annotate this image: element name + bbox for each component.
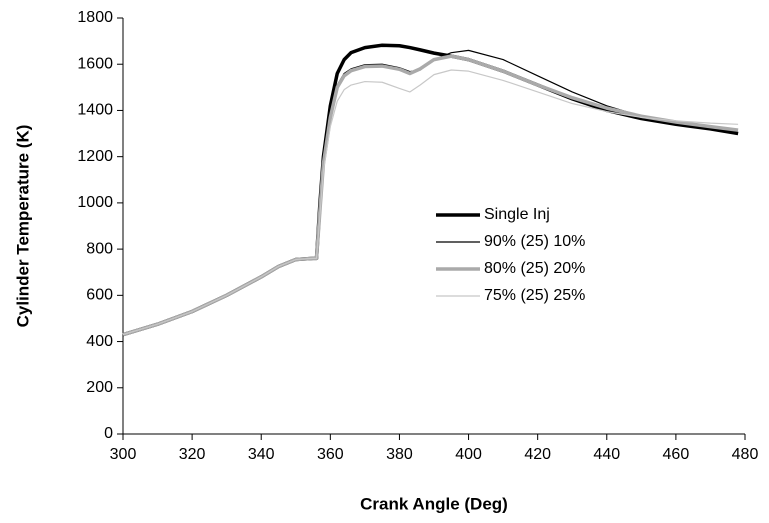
y-tick-label: 800 (86, 240, 113, 257)
y-axis-title: Cylinder Temperature (K) (13, 125, 32, 328)
x-tick-label: 300 (110, 446, 137, 463)
x-tick-label: 380 (386, 446, 413, 463)
x-tick-label: 440 (593, 446, 620, 463)
legend-label: 75% (25) 25% (484, 287, 585, 304)
y-tick-label: 400 (86, 333, 113, 350)
y-tick-label: 600 (86, 287, 113, 304)
series-line (122, 69, 739, 336)
x-tick-label: 340 (248, 446, 275, 463)
x-tick-label: 400 (455, 446, 482, 463)
y-tick-label: 0 (104, 425, 113, 442)
y-tick-label: 1400 (77, 102, 113, 119)
legend-label: 90% (25) 10% (484, 233, 585, 250)
x-tick-label: 480 (732, 446, 759, 463)
y-tick-label: 1200 (77, 148, 113, 165)
x-axis-title: Crank Angle (Deg) (360, 494, 508, 513)
legend-label: 80% (25) 20% (484, 260, 585, 277)
y-tick-label: 1800 (77, 9, 113, 26)
x-tick-label: 420 (524, 446, 551, 463)
series-line (122, 49, 739, 336)
y-tick-label: 1600 (77, 55, 113, 72)
x-tick-label: 320 (179, 446, 206, 463)
y-tick-label: 1000 (77, 194, 113, 211)
y-tick-label: 200 (86, 379, 113, 396)
series-line (122, 43, 739, 337)
legend-label: Single Inj (484, 206, 550, 223)
x-tick-label: 360 (317, 446, 344, 463)
x-tick-label: 460 (663, 446, 690, 463)
series-line (122, 54, 739, 337)
